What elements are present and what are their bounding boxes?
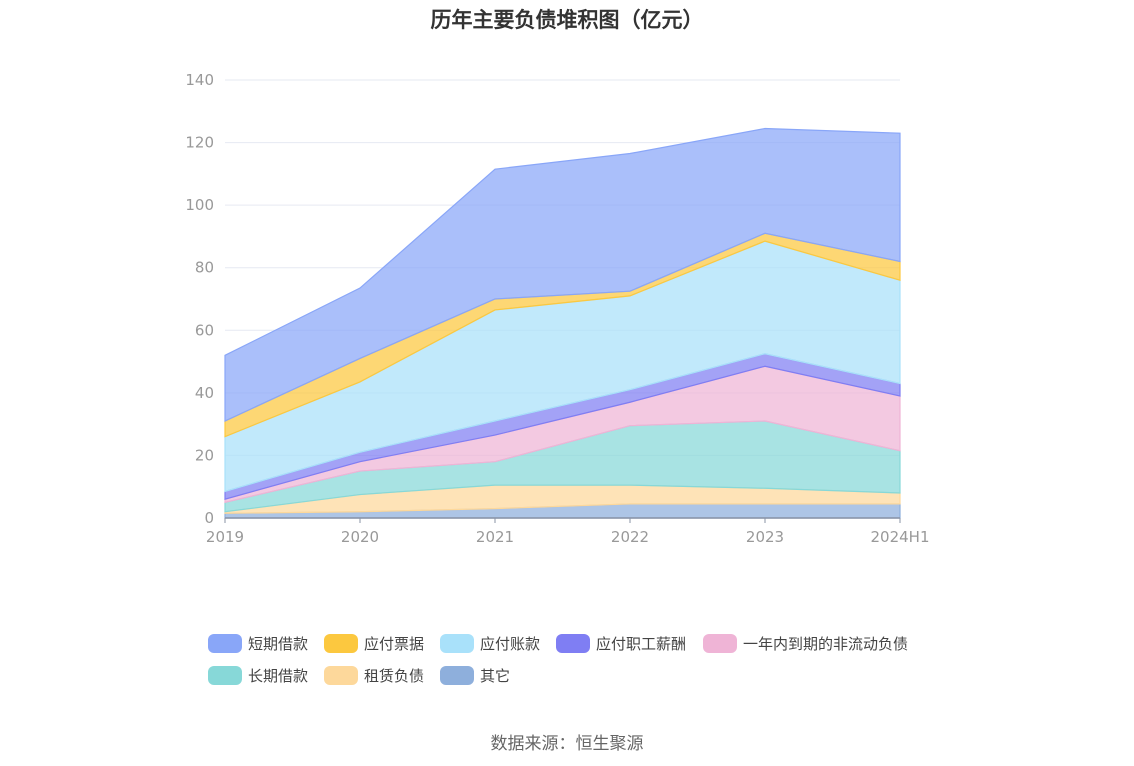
chart-title: 历年主要负债堆积图（亿元） — [430, 8, 704, 32]
legend-item[interactable]: 短期借款 — [208, 634, 308, 653]
y-tick-label: 20 — [195, 446, 214, 464]
legend-label: 其它 — [480, 667, 510, 685]
y-tick-label: 100 — [185, 196, 214, 214]
legend-swatch — [208, 634, 242, 653]
area-series-7[interactable] — [224, 127, 901, 422]
legend-label: 应付票据 — [364, 635, 424, 653]
legend-label: 一年内到期的非流动负债 — [743, 635, 908, 653]
legend-item[interactable]: 应付票据 — [324, 634, 424, 653]
legend-label: 应付职工薪酬 — [596, 635, 686, 653]
source-note: 数据来源：恒生聚源 — [490, 734, 644, 754]
legend-swatch — [208, 666, 242, 685]
x-tick-label: 2019 — [206, 528, 244, 546]
y-tick-label: 40 — [195, 384, 214, 402]
x-tick-label: 2021 — [476, 528, 514, 546]
x-tick-label: 2020 — [341, 528, 379, 546]
legend-label: 长期借款 — [248, 667, 308, 685]
legend-label: 租赁负债 — [364, 667, 424, 685]
legend-item[interactable]: 长期借款 — [208, 666, 308, 685]
legend-item[interactable]: 租赁负债 — [324, 666, 424, 685]
x-tick-label: 2024H1 — [871, 528, 930, 546]
x-tick-label: 2022 — [611, 528, 649, 546]
legend-item[interactable]: 一年内到期的非流动负债 — [703, 634, 908, 653]
legend-item[interactable]: 应付职工薪酬 — [556, 634, 686, 653]
area-series-group — [224, 127, 901, 519]
y-tick-label: 140 — [185, 71, 214, 89]
x-tick-label: 2023 — [746, 528, 784, 546]
legend-swatch — [703, 634, 737, 653]
y-tick-label: 0 — [204, 509, 214, 527]
legend-swatch — [556, 634, 590, 653]
axes: 0 20 40 60 80 100 120 140 2019 2020 2021 2022 2023 20… — [185, 71, 929, 546]
legend-item[interactable]: 其它 — [440, 666, 510, 685]
legend-swatch — [324, 666, 358, 685]
y-tick-label: 60 — [195, 321, 214, 339]
legend-swatch — [440, 634, 474, 653]
legend-swatch — [440, 666, 474, 685]
y-tick-label: 80 — [195, 259, 214, 277]
legend-label: 短期借款 — [248, 635, 308, 653]
legend-swatch — [324, 634, 358, 653]
legend-item[interactable]: 应付账款 — [440, 634, 540, 653]
y-tick-label: 120 — [185, 134, 214, 152]
legend-label: 应付账款 — [480, 635, 540, 653]
